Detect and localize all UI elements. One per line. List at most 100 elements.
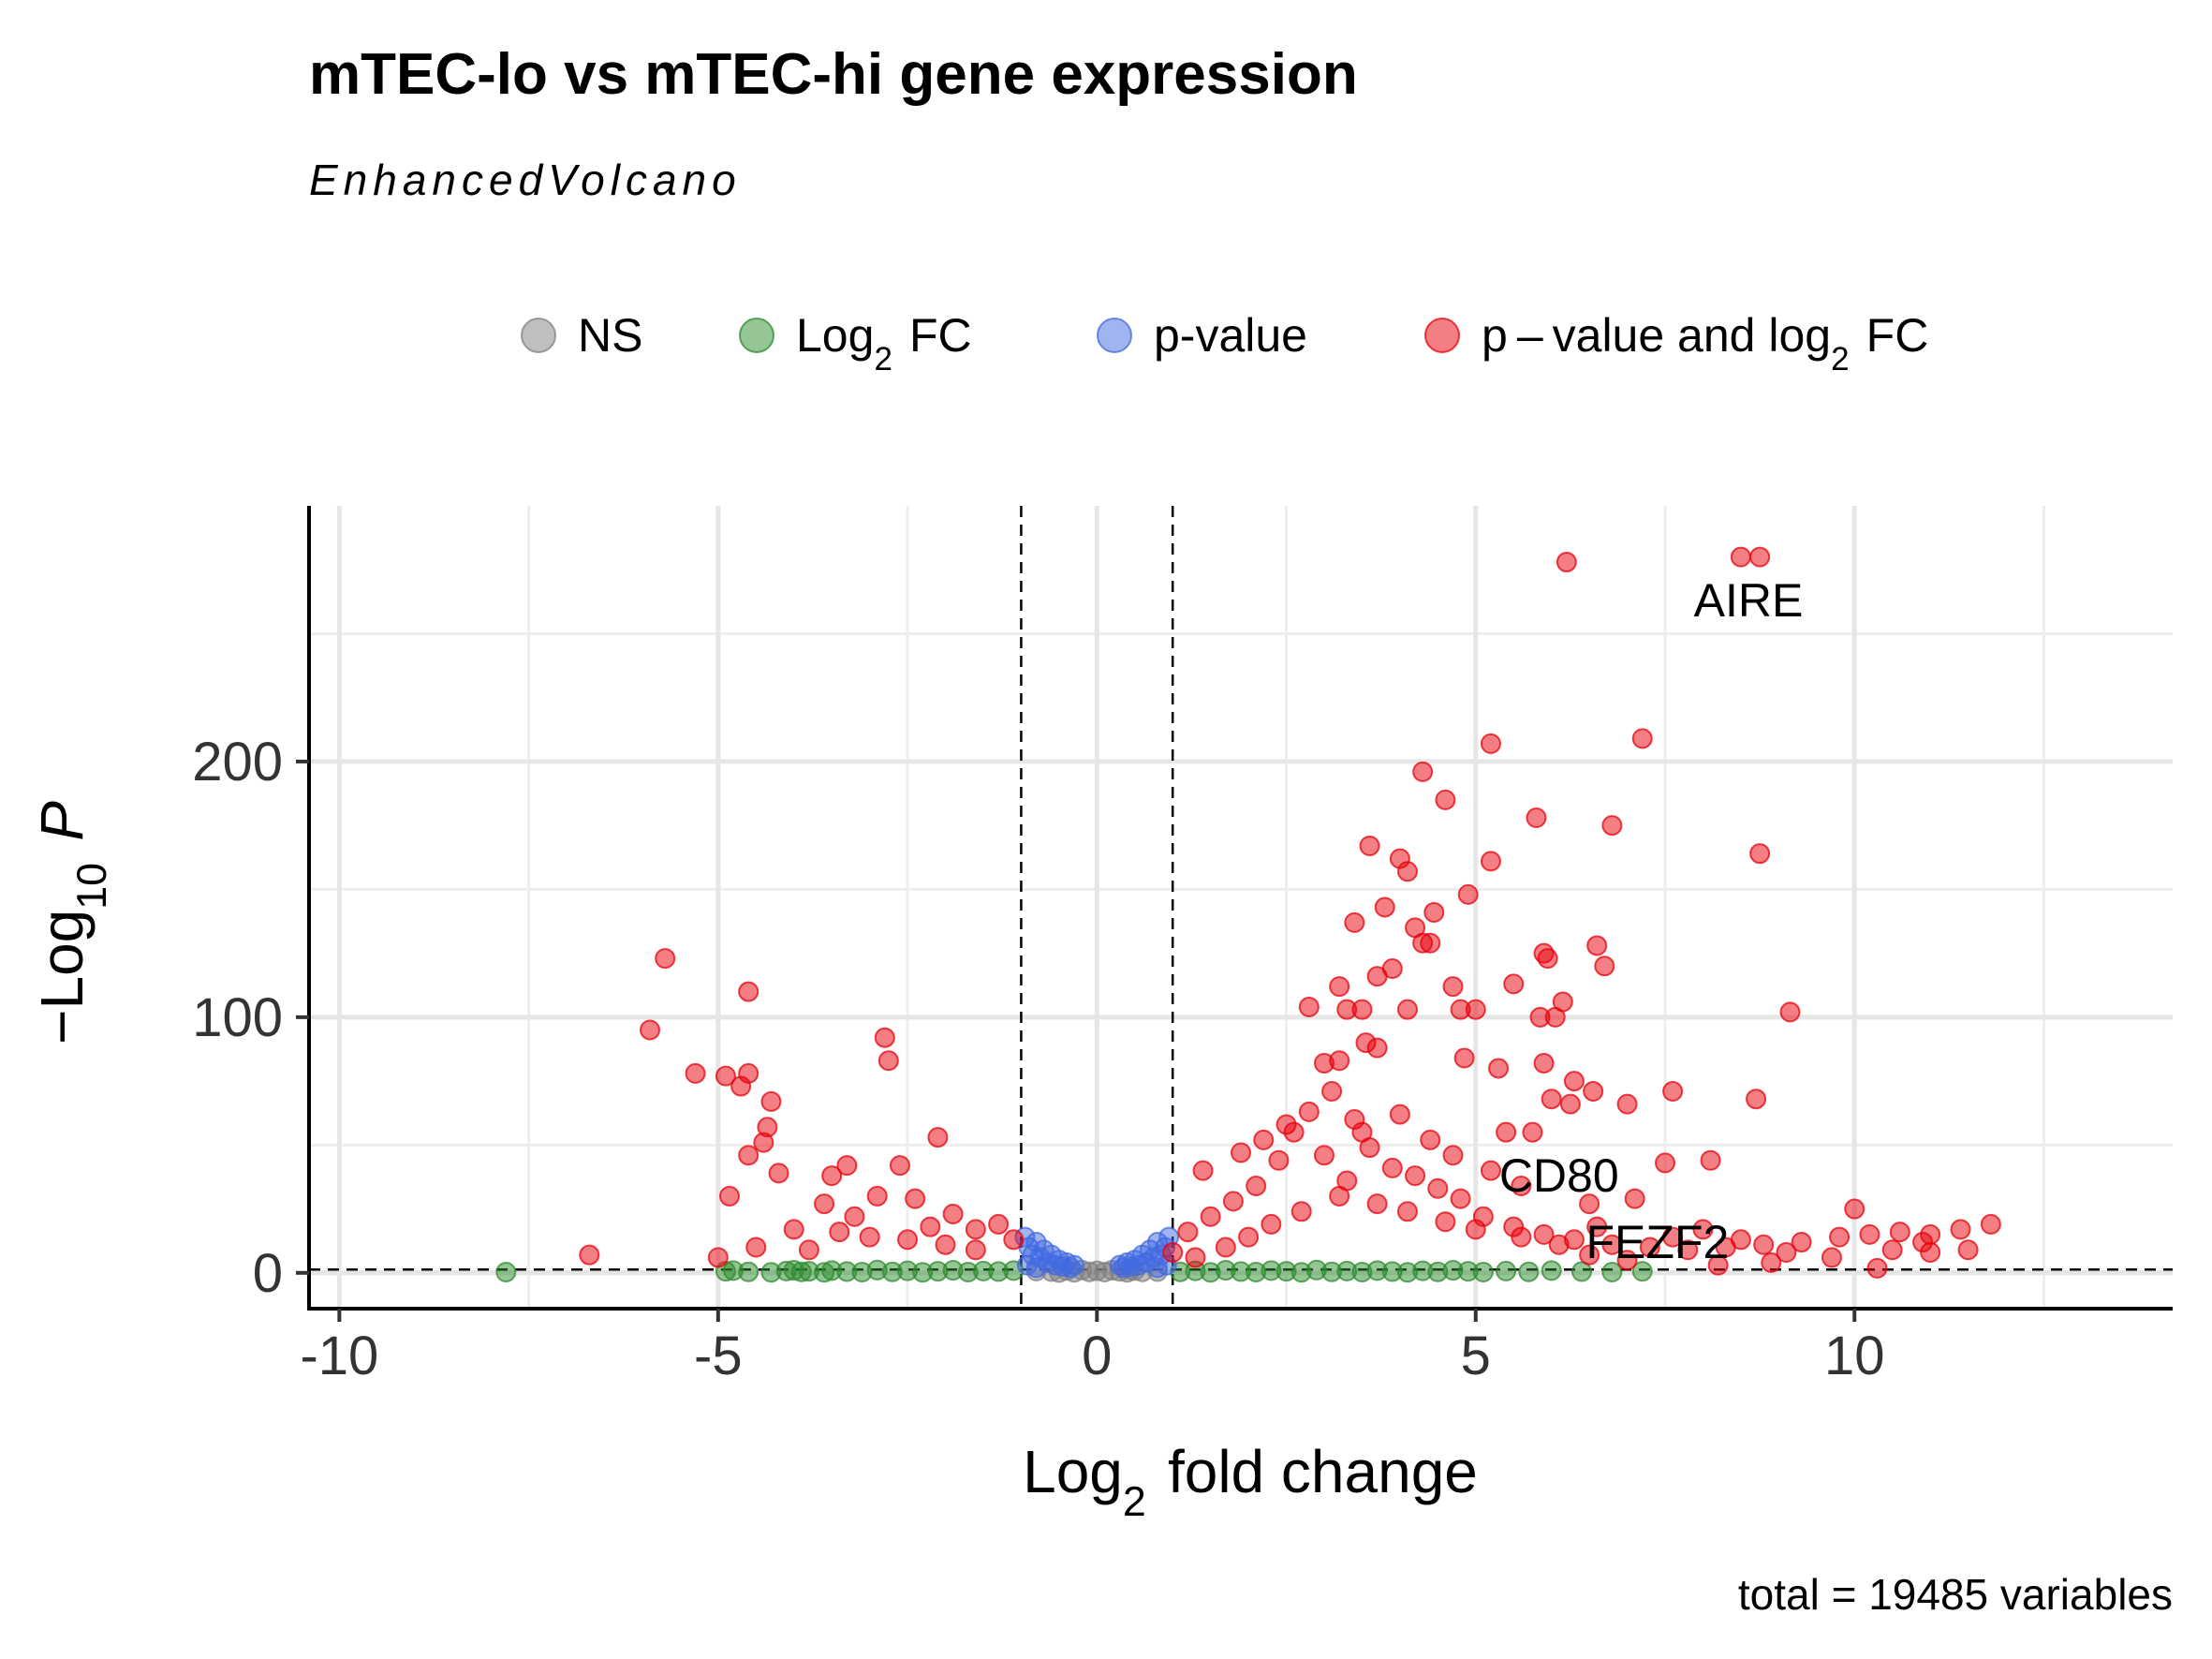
data-point [1866, 1257, 1888, 1279]
data-point [1389, 1104, 1410, 1125]
data-point [1162, 1241, 1184, 1263]
data-point [889, 1155, 910, 1177]
data-point [1185, 1247, 1206, 1268]
grid [309, 506, 2173, 1309]
data-point [1003, 1229, 1025, 1251]
data-point [1844, 1198, 1865, 1220]
x-tick-label: -5 [694, 1326, 743, 1386]
data-point [745, 1237, 767, 1258]
data-point [1950, 1219, 1971, 1240]
data-point [1616, 1250, 1638, 1271]
data-point [1779, 1001, 1801, 1023]
data-point [1541, 1089, 1562, 1110]
data-point [1412, 932, 1434, 954]
data-point [1453, 1047, 1475, 1069]
data-point [1442, 976, 1464, 998]
data-point [927, 1127, 949, 1148]
data-point [753, 1132, 774, 1153]
data-point [829, 1222, 850, 1243]
data-point [1677, 1239, 1699, 1261]
data-point [988, 1213, 1010, 1235]
data-point [760, 1090, 782, 1112]
data-point [1761, 1252, 1782, 1273]
data-point [495, 1261, 517, 1282]
data-point [1631, 1261, 1653, 1282]
data-point [715, 1065, 736, 1087]
data-point [1480, 851, 1501, 872]
x-tick-label: -10 [300, 1326, 378, 1386]
gene-label: CD80 [1499, 1149, 1619, 1202]
data-point [1435, 789, 1456, 810]
data-point [1025, 1257, 1047, 1279]
data-point [1450, 1188, 1471, 1209]
data-point [1881, 1239, 1903, 1261]
data-point [1359, 835, 1380, 856]
gene-labels: AIRE CD80 FEZF2 [1499, 574, 1804, 1268]
data-point [1586, 1216, 1608, 1237]
data-point [1859, 1223, 1880, 1245]
legend-label: NS [578, 309, 642, 362]
data-point [1457, 883, 1479, 905]
cutoff-lines [309, 506, 2173, 1309]
data-point [1821, 1247, 1842, 1268]
data-point [1200, 1206, 1221, 1227]
data-point [1563, 1071, 1585, 1092]
data-point [1533, 1052, 1555, 1074]
data-point [1465, 1219, 1486, 1240]
x-tick-label: 0 [1082, 1326, 1112, 1386]
data-point [1791, 1232, 1812, 1253]
data-point [1329, 976, 1350, 998]
data-point [1351, 1121, 1373, 1143]
data-point [1427, 1178, 1449, 1199]
x-tick-label: 5 [1461, 1326, 1491, 1386]
legend-marker [521, 318, 556, 353]
data-point [1480, 733, 1501, 754]
data-point [655, 948, 676, 970]
data-point [1480, 1160, 1501, 1181]
data-point [1488, 1058, 1510, 1079]
data-point [1700, 1149, 1721, 1171]
data-point [1298, 1101, 1320, 1122]
chart-subtitle: EnhancedVolcano [309, 156, 742, 204]
data-point [965, 1219, 986, 1240]
data-point [1749, 843, 1771, 865]
data-point [1412, 761, 1434, 782]
data-point [1351, 999, 1373, 1020]
data-point [738, 1261, 759, 1282]
data-point [1749, 546, 1771, 568]
data-point [836, 1155, 858, 1177]
data-point [1601, 1234, 1623, 1255]
data-point [1496, 1260, 1517, 1281]
data-point [1231, 1142, 1251, 1163]
data-point [1579, 1244, 1600, 1266]
data-point [920, 1216, 941, 1237]
data-point [1746, 1089, 1767, 1110]
data-point [738, 981, 759, 1002]
data-point [1631, 728, 1653, 749]
data-point [1541, 1260, 1562, 1281]
gene-label: FEZF2 [1586, 1216, 1730, 1268]
data-point [1238, 1226, 1260, 1248]
y-tick-label: 100 [192, 987, 283, 1048]
data-point [866, 1185, 888, 1207]
data-point [1730, 1229, 1751, 1251]
data-point [1655, 1152, 1676, 1174]
data-point [1290, 1201, 1312, 1222]
data-point [1423, 901, 1445, 923]
legend-item-p: p-value [1097, 309, 1307, 362]
data-point [1533, 1223, 1555, 1245]
data-point [1616, 1093, 1638, 1115]
data-point [640, 1019, 661, 1041]
data-point [1420, 1129, 1441, 1150]
data-point [1276, 1114, 1297, 1135]
data-point [1639, 1237, 1660, 1258]
data-point [1268, 1149, 1290, 1171]
data-point [1548, 1234, 1570, 1255]
x-axis-label: Log2 fold change [1023, 1438, 1478, 1525]
data-point [1579, 1193, 1600, 1215]
legend-marker [1097, 318, 1132, 353]
data-point [1511, 1226, 1532, 1248]
legend-label: p – value and log2 FC [1482, 309, 1928, 378]
data-point [1556, 552, 1577, 573]
